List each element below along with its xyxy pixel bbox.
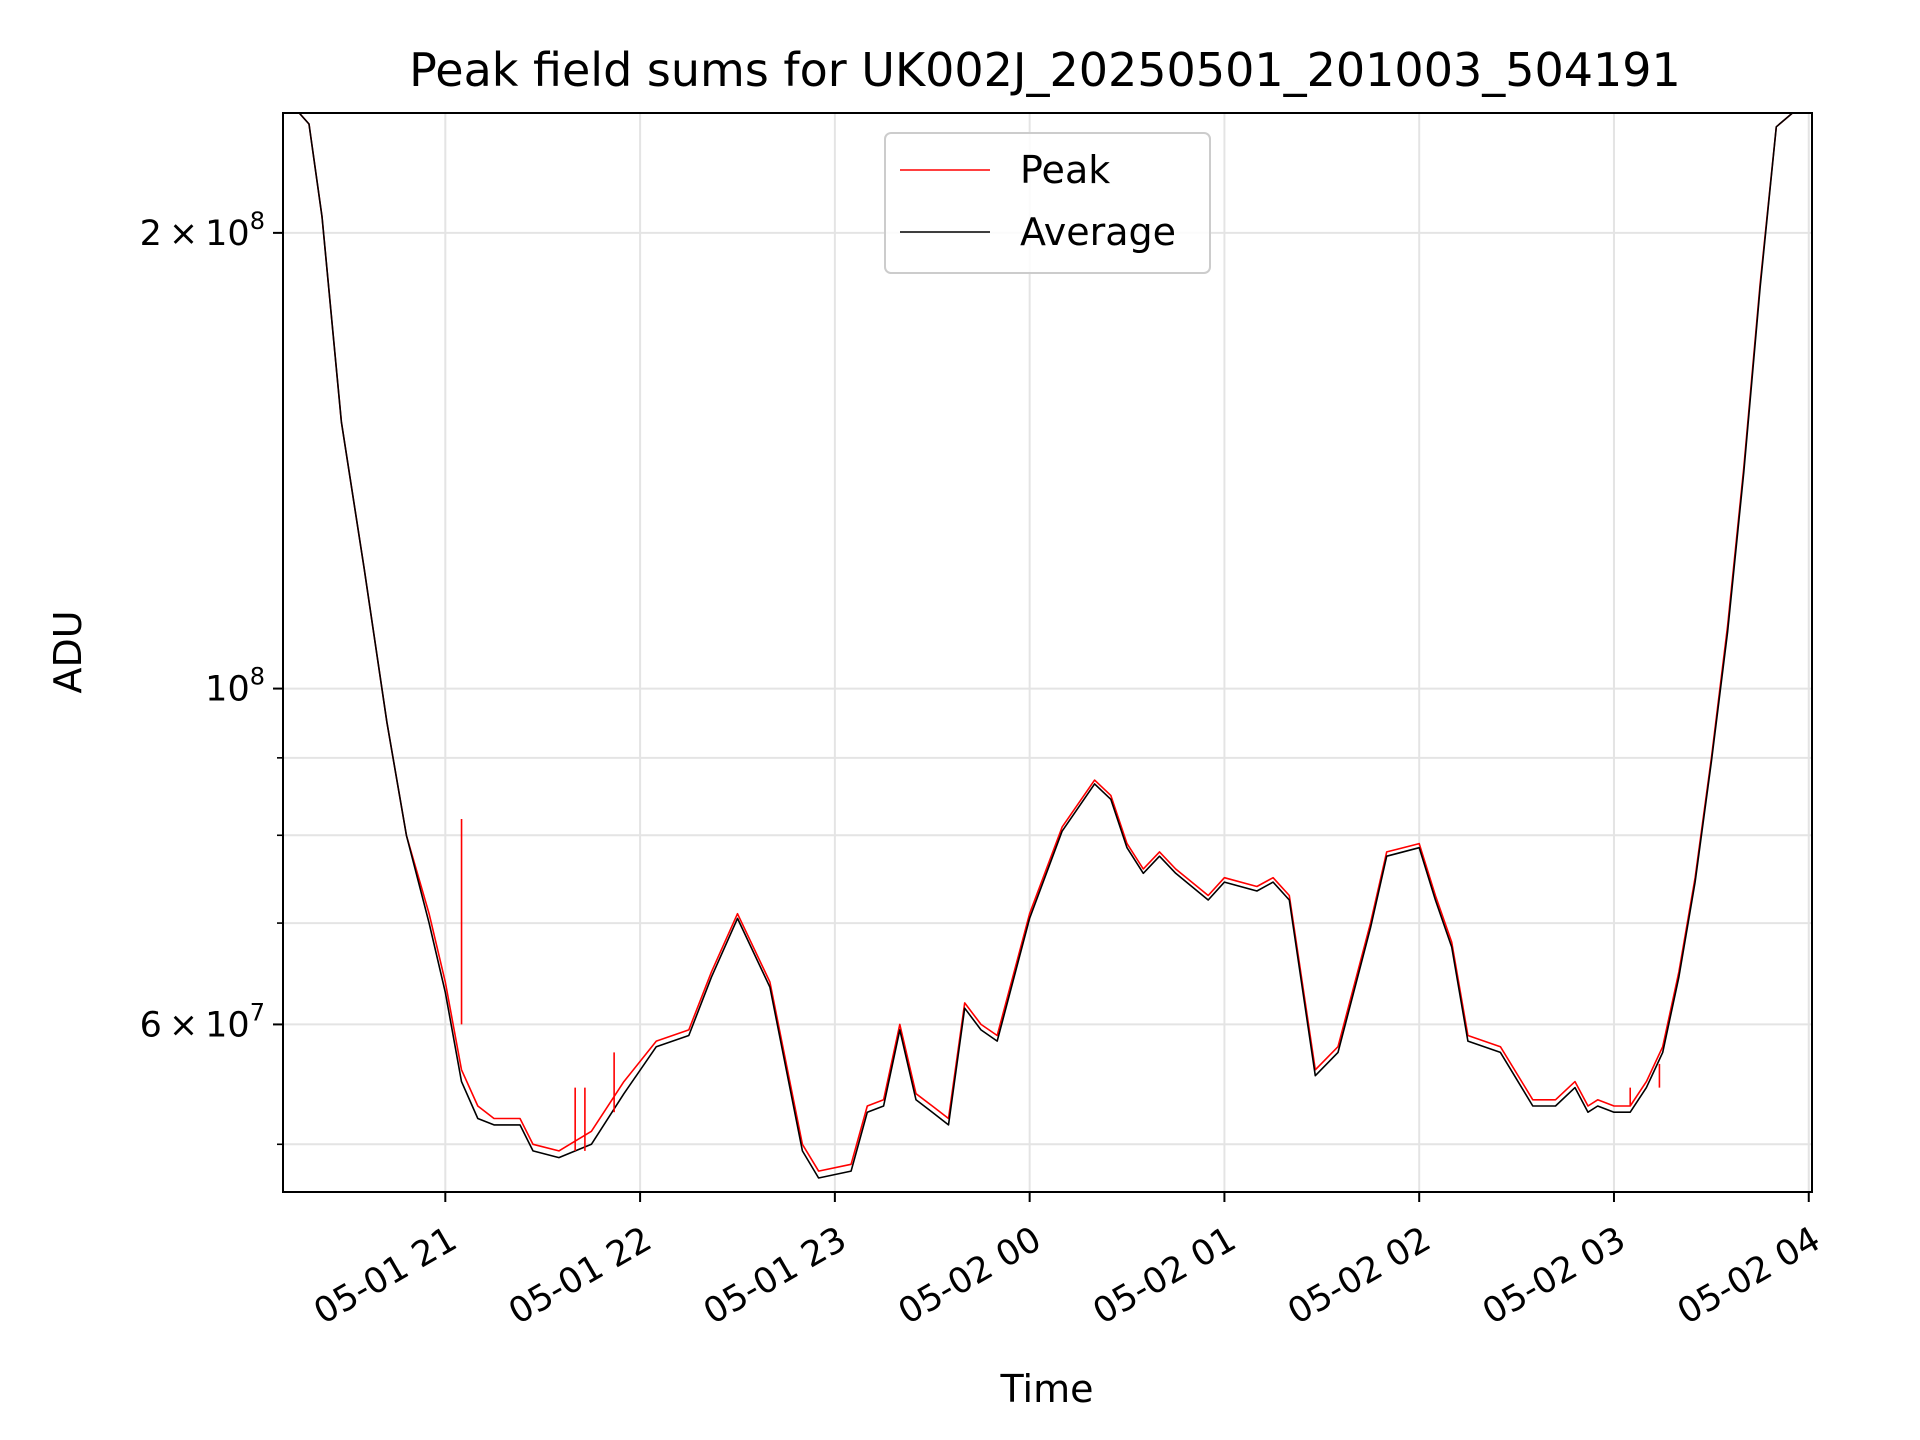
y-axis-label: ADU	[46, 610, 90, 693]
x-tick-label: 05-01 23	[697, 1219, 853, 1332]
x-tick-label: 05-01 22	[502, 1219, 658, 1332]
x-tick-label: 05-02 02	[1281, 1219, 1437, 1332]
x-tick-label: 05-02 04	[1671, 1219, 1827, 1332]
plot-area	[283, 113, 1812, 1179]
y-tick-label: 2 × 108	[140, 207, 265, 254]
series-line-average	[283, 113, 1812, 1179]
legend: Peak Average	[884, 132, 1211, 274]
x-tick-label: 05-01 21	[308, 1219, 464, 1332]
x-axis: 05-01 21 05-01 22 05-01 23 05-02 00 05-02 01…	[308, 1192, 1827, 1333]
y-tick-label: 108	[205, 663, 265, 710]
y-axis: 6 × 107 108 2 × 108	[140, 207, 283, 1146]
grid	[283, 113, 1812, 1192]
legend-label-average: Average	[1020, 210, 1176, 254]
legend-box	[884, 132, 1211, 274]
y-tick-label: 6 × 107	[140, 998, 265, 1045]
x-tick-label: 05-02 01	[1087, 1219, 1243, 1332]
chart-title: Peak field sums for UK002J_20250501_2010…	[409, 43, 1681, 97]
x-tick-label: 05-02 03	[1476, 1219, 1632, 1332]
x-axis-label: Time	[1000, 1367, 1094, 1411]
x-tick-label: 05-02 00	[892, 1219, 1048, 1332]
series-line-peak	[283, 113, 1812, 1172]
legend-label-peak: Peak	[1020, 148, 1110, 192]
plot-frame	[282, 112, 1813, 1193]
